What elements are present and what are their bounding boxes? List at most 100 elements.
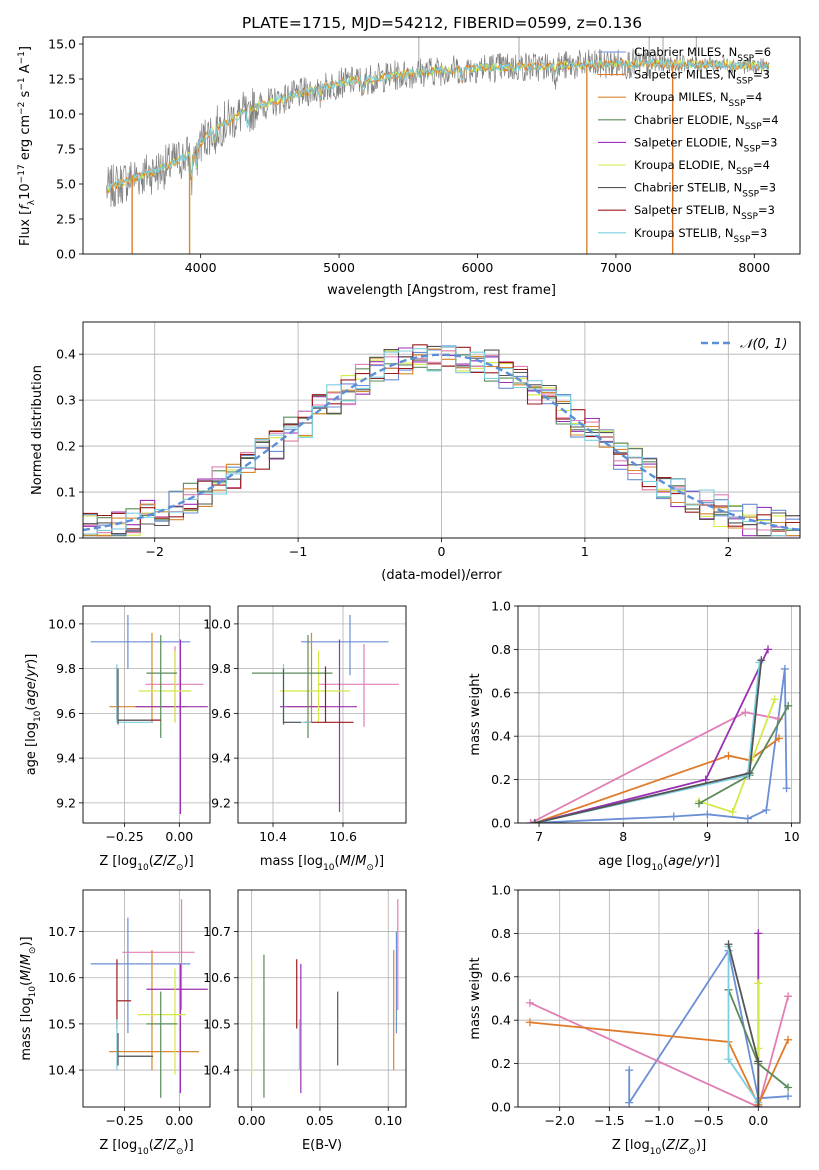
x-tick-label: 6000 [462,260,494,275]
legend-label: Kroupa MILES, NSSP=4 [634,90,762,109]
label-part: f [18,203,33,210]
label-part: )] [696,1138,706,1153]
x-tick-label: 7000 [600,260,632,275]
y-tick-label: 0.6 [491,969,511,984]
y-tick-label: 9.2 [56,795,76,810]
legend-label: Kroupa STELIB, NSSP=3 [634,226,767,245]
label-part: Z [679,1138,690,1153]
label-part: Z [153,854,164,869]
x-axis-label: Z [log10(Z/Z⊙)] [99,1138,193,1157]
label-part: =3 [753,68,770,82]
weight-point-chabrier_stelib [530,819,539,823]
label-part: Salpeter ELODIE, N [634,135,744,149]
label-part: 10 [18,183,33,200]
legend-label: Kroupa ELODIE, NSSP=4 [634,158,770,177]
y-tick-label: 9.4 [211,751,231,766]
label-part: 10 [650,1147,662,1157]
x-tick-label: 0.00 [165,1113,193,1128]
y-tick-label: 10.6 [203,970,231,985]
label-part: =3 [761,135,778,149]
legend: 𝒩(0, 1) [701,337,787,352]
label-part: SSP [744,144,761,154]
x-tick-label: −1.5 [594,1113,624,1128]
label-part: / [692,854,697,869]
label-part: ( [19,981,34,986]
x-tick-label: 9 [703,829,711,844]
y-tick-label: 0.0 [56,247,76,262]
label-part: ( [24,706,39,711]
weight-point-chabrier_stelib [724,940,733,949]
label-part: Z [166,854,177,869]
y-tick-label: 12.5 [48,72,76,87]
x-tick-label: −2 [145,544,163,559]
label-part: Z [153,1138,164,1153]
x-tick-label: 4000 [185,260,217,275]
label-part: ( [149,1138,154,1153]
weight-point-chabrier_stelib [754,1103,763,1107]
y-tick-label: 5.0 [56,177,76,192]
y-tick-label: 0.8 [491,642,511,657]
x-tick-label: −0.25 [105,829,143,844]
label-part: Z [log [99,854,137,869]
y-tick-label: 0.0 [56,531,76,546]
x-axis-label: wavelength [Angstrom, rest frame] [327,283,556,298]
x-tick-label: 10.6 [329,829,357,844]
label-part: 10 [651,863,663,873]
label-part: =6 [754,45,771,59]
y-tick-label: 10.0 [203,616,231,631]
y-tick-label: 0.0 [491,1100,511,1115]
weight-point-kroupa_elodie [754,979,763,988]
label-part: ( [149,854,154,869]
grid-lines [83,606,210,823]
label-part: Kroupa MILES, N [634,90,729,104]
label-part: ( [661,1138,666,1153]
weight-point-pink [784,992,793,1001]
y-tick-label: 10.7 [48,924,76,939]
label-part: SSP [745,122,762,132]
weight-point-chabrier_miles [743,814,752,823]
x-tick-label: 0.0 [748,1113,768,1128]
label-part: s [18,90,33,101]
label-part: SSP [736,167,753,177]
x-tick-label: 0.05 [306,1113,334,1128]
x-tick-label: 10 [784,829,800,844]
weight-point-salpeter_elodie [754,929,763,938]
plot-area [252,614,399,812]
y-tick-label: 10.5 [48,1016,76,1031]
label-part: )] [24,654,39,664]
plot-area [526,645,793,823]
y-tick-label: 9.2 [211,795,231,810]
label-part: 10 [28,986,38,998]
y-tick-label: 0.4 [491,1013,511,1028]
label-part: ( [663,854,668,869]
y-axis-label: age [log10(age/yr)] [24,654,43,776]
x-tick-label: 2 [724,544,732,559]
label-part: SSP [737,54,754,64]
y-tick-label: 10.0 [48,616,76,631]
label-part: )] [184,854,194,869]
axes-frame [237,889,407,1108]
label-part: mass [log [260,854,323,869]
y-axis-label: Normed distribution [30,365,45,495]
weight-point-chabrier_stelib [754,1057,763,1066]
axes-frame [82,889,211,1108]
label-part: =4 [753,158,770,172]
label-part: −2 [17,102,27,115]
weight-point-pink [525,998,534,1007]
y-axis-label: mass weight [468,673,483,755]
x-axis-label: age [log10(age/yr)] [598,854,720,873]
x-axis-label: (data-model)/error [381,568,502,583]
weight-point-chabrier_miles [762,805,771,814]
weight-point-chabrier_stelib [757,656,766,665]
weight-point-chabrier_miles [669,812,678,821]
weight-line-pink [529,996,789,1107]
label-part: SSP [734,235,751,245]
spectrum-data-line [106,37,770,207]
label-part: age [668,854,692,869]
label-part: M [340,854,351,869]
y-axis-label: Flux [fλ10−17 erg cm−2 s−1 A−1] [17,46,37,246]
figure-title: PLATE=1715, MJD=54212, FIBERID=0599, z=0… [242,14,642,32]
label-part: SSP [736,77,753,87]
weight-point-chabrier_elodie [784,1083,793,1092]
weight-point-salpeter_elodie [701,775,710,784]
